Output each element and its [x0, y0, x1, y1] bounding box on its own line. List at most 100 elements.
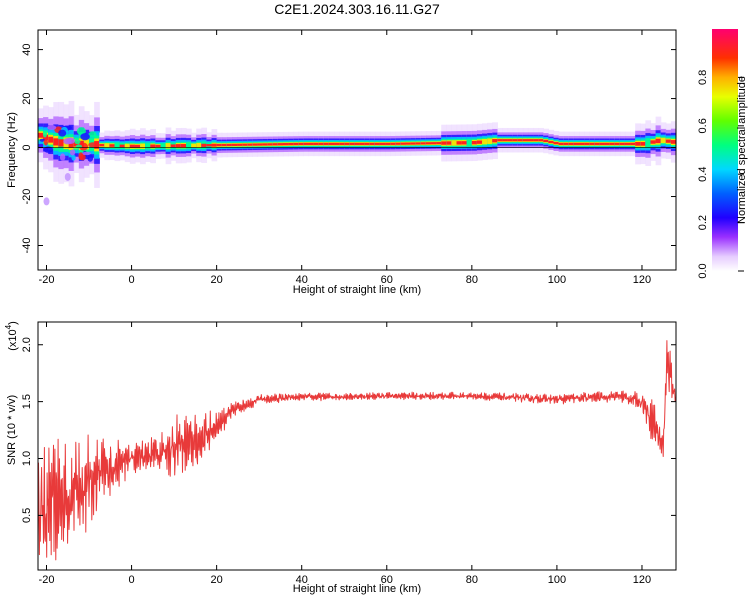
- heatmap-cell: [231, 143, 238, 146]
- heatmap-cell: [568, 142, 575, 145]
- heatmap-x-tick-label: 0: [129, 274, 135, 286]
- heatmap-cell: [517, 139, 524, 142]
- colorbar-ticks: 0.0 0.2 0.4 0.6 0.8: [697, 70, 744, 279]
- heatmap-cell: [624, 142, 631, 145]
- heatmap-x-tick-label: 120: [633, 274, 651, 286]
- heatmap-cell: [354, 142, 361, 145]
- heatmap-cell: [134, 144, 141, 148]
- heatmap-cell: [313, 142, 320, 145]
- heatmap-cell: [38, 132, 44, 138]
- heatmap-cell: [563, 142, 570, 145]
- heatmap-cell: [282, 143, 289, 146]
- heatmap-blob: [59, 153, 66, 162]
- heatmap-cell: [379, 142, 386, 145]
- heatmap-cell: [374, 142, 381, 145]
- heatmap-y-tick-label: -20: [21, 189, 33, 205]
- snr-x-tick-label: 20: [211, 574, 223, 586]
- snr-y-tick-label: 1.0: [21, 451, 33, 466]
- heatmap-cell: [390, 142, 396, 145]
- snr-y-tick-label: 1.5: [21, 394, 33, 409]
- heatmap-cell: [655, 138, 662, 144]
- heatmap-cell: [104, 143, 111, 148]
- heatmap-cell: [431, 142, 437, 145]
- heatmap-blob: [80, 133, 90, 141]
- snr-line-layer: [38, 340, 676, 561]
- heatmap-cell: [471, 141, 478, 145]
- heatmap-cell: [604, 142, 611, 145]
- snr-multiplier: (x104): [4, 321, 19, 351]
- heatmap-x-tick-label: 100: [548, 274, 566, 286]
- heatmap-cell: [364, 142, 371, 145]
- heatmap-y-tick-label: -40: [21, 238, 33, 254]
- chart-title: C2E1.2024.303.16.11.G27: [274, 1, 440, 17]
- heatmap-cell: [640, 142, 646, 146]
- heatmap-cell: [99, 144, 105, 147]
- snr-panel: -20 0 20 40 60 80 100 120 0.5 1.0 1.5 2.0 Height o…: [4, 321, 677, 595]
- heatmap-cell: [53, 138, 60, 146]
- snr-x-tick-label: 0: [129, 574, 135, 586]
- heatmap-cell: [58, 139, 65, 147]
- snr-y-tick-label: 0.5: [21, 508, 33, 523]
- heatmap-cell: [619, 142, 626, 145]
- heatmap-cell: [573, 142, 580, 145]
- heatmap-cell: [272, 143, 279, 146]
- heatmap-x-label: Height of straight line (km): [293, 284, 421, 296]
- heatmap-blob: [47, 125, 57, 130]
- heatmap-cell: [303, 142, 310, 145]
- heatmap-blob: [42, 130, 48, 138]
- colorbar-gradient: [712, 29, 738, 271]
- heatmap-y-tick-label: 20: [21, 92, 33, 104]
- colorbar-label: Normalized spectral amplitude: [736, 76, 748, 224]
- heatmap-cell: [170, 144, 177, 148]
- heatmap-cell: [328, 142, 335, 145]
- heatmap-cell: [226, 143, 233, 147]
- heatmap-cell: [114, 142, 121, 150]
- snr-y-label: SNR (10 * v/v): [6, 395, 18, 465]
- heatmap-cell: [538, 139, 544, 142]
- heatmap-cell: [180, 144, 187, 148]
- heatmap-cell: [497, 139, 504, 142]
- heatmap-cell: [645, 138, 652, 149]
- colorbar-tick-label: 0.4: [697, 167, 709, 182]
- heatmap-cell: [522, 139, 529, 142]
- colorbar-tick-label: 0.8: [697, 70, 709, 85]
- heatmap-panel: -20 0 20 40 60 80 100 120 -40 -20 0 20 40 Height of…: [6, 29, 677, 296]
- heatmap-blob: [81, 151, 92, 156]
- heatmap-cell: [160, 143, 167, 149]
- heatmap-blob: [43, 138, 48, 146]
- heatmap-cell: [145, 142, 151, 150]
- heatmap-cell: [150, 144, 156, 148]
- heatmap-cell: [211, 143, 218, 147]
- heatmap-cell: [395, 142, 401, 145]
- heatmap-cell: [216, 143, 223, 147]
- heatmap-cell: [533, 139, 539, 142]
- heatmap-x-tick-label: 40: [296, 274, 308, 286]
- heatmap-x-axis: -20 0 20 40 60 80 100 120: [39, 30, 651, 286]
- heatmap-blob: [78, 152, 84, 161]
- heatmap-cell: [415, 142, 422, 145]
- heatmap-cell: [262, 143, 269, 146]
- heatmap-cell: [579, 142, 585, 145]
- heatmap-cell: [665, 139, 672, 143]
- heatmap-cell: [482, 138, 488, 145]
- heatmap-y-label: Frequency (Hz): [6, 112, 18, 188]
- heatmap-cell: [359, 142, 366, 145]
- heatmap-cell: [124, 143, 131, 149]
- heatmap-frame: [37, 29, 677, 271]
- heatmap-x-tick-label: 20: [211, 274, 223, 286]
- heatmap-cell: [425, 142, 432, 145]
- heatmap-cell: [242, 143, 248, 146]
- colorbar-tick-label: 0.6: [697, 118, 709, 133]
- heatmap-cell: [553, 142, 560, 145]
- heatmap-cell: [323, 142, 330, 145]
- heatmap-cell: [48, 136, 54, 143]
- heatmap-cell: [420, 142, 427, 145]
- heatmap-blob: [78, 142, 89, 151]
- heatmap-cell: [221, 143, 228, 147]
- heatmap-cell: [487, 138, 493, 144]
- heatmap-y-tick-label: 40: [21, 43, 33, 55]
- heatmap-cell: [527, 139, 534, 142]
- heatmap-cell: [451, 140, 458, 146]
- heatmap-outlier: [43, 197, 50, 206]
- heatmap-cell: [476, 140, 483, 144]
